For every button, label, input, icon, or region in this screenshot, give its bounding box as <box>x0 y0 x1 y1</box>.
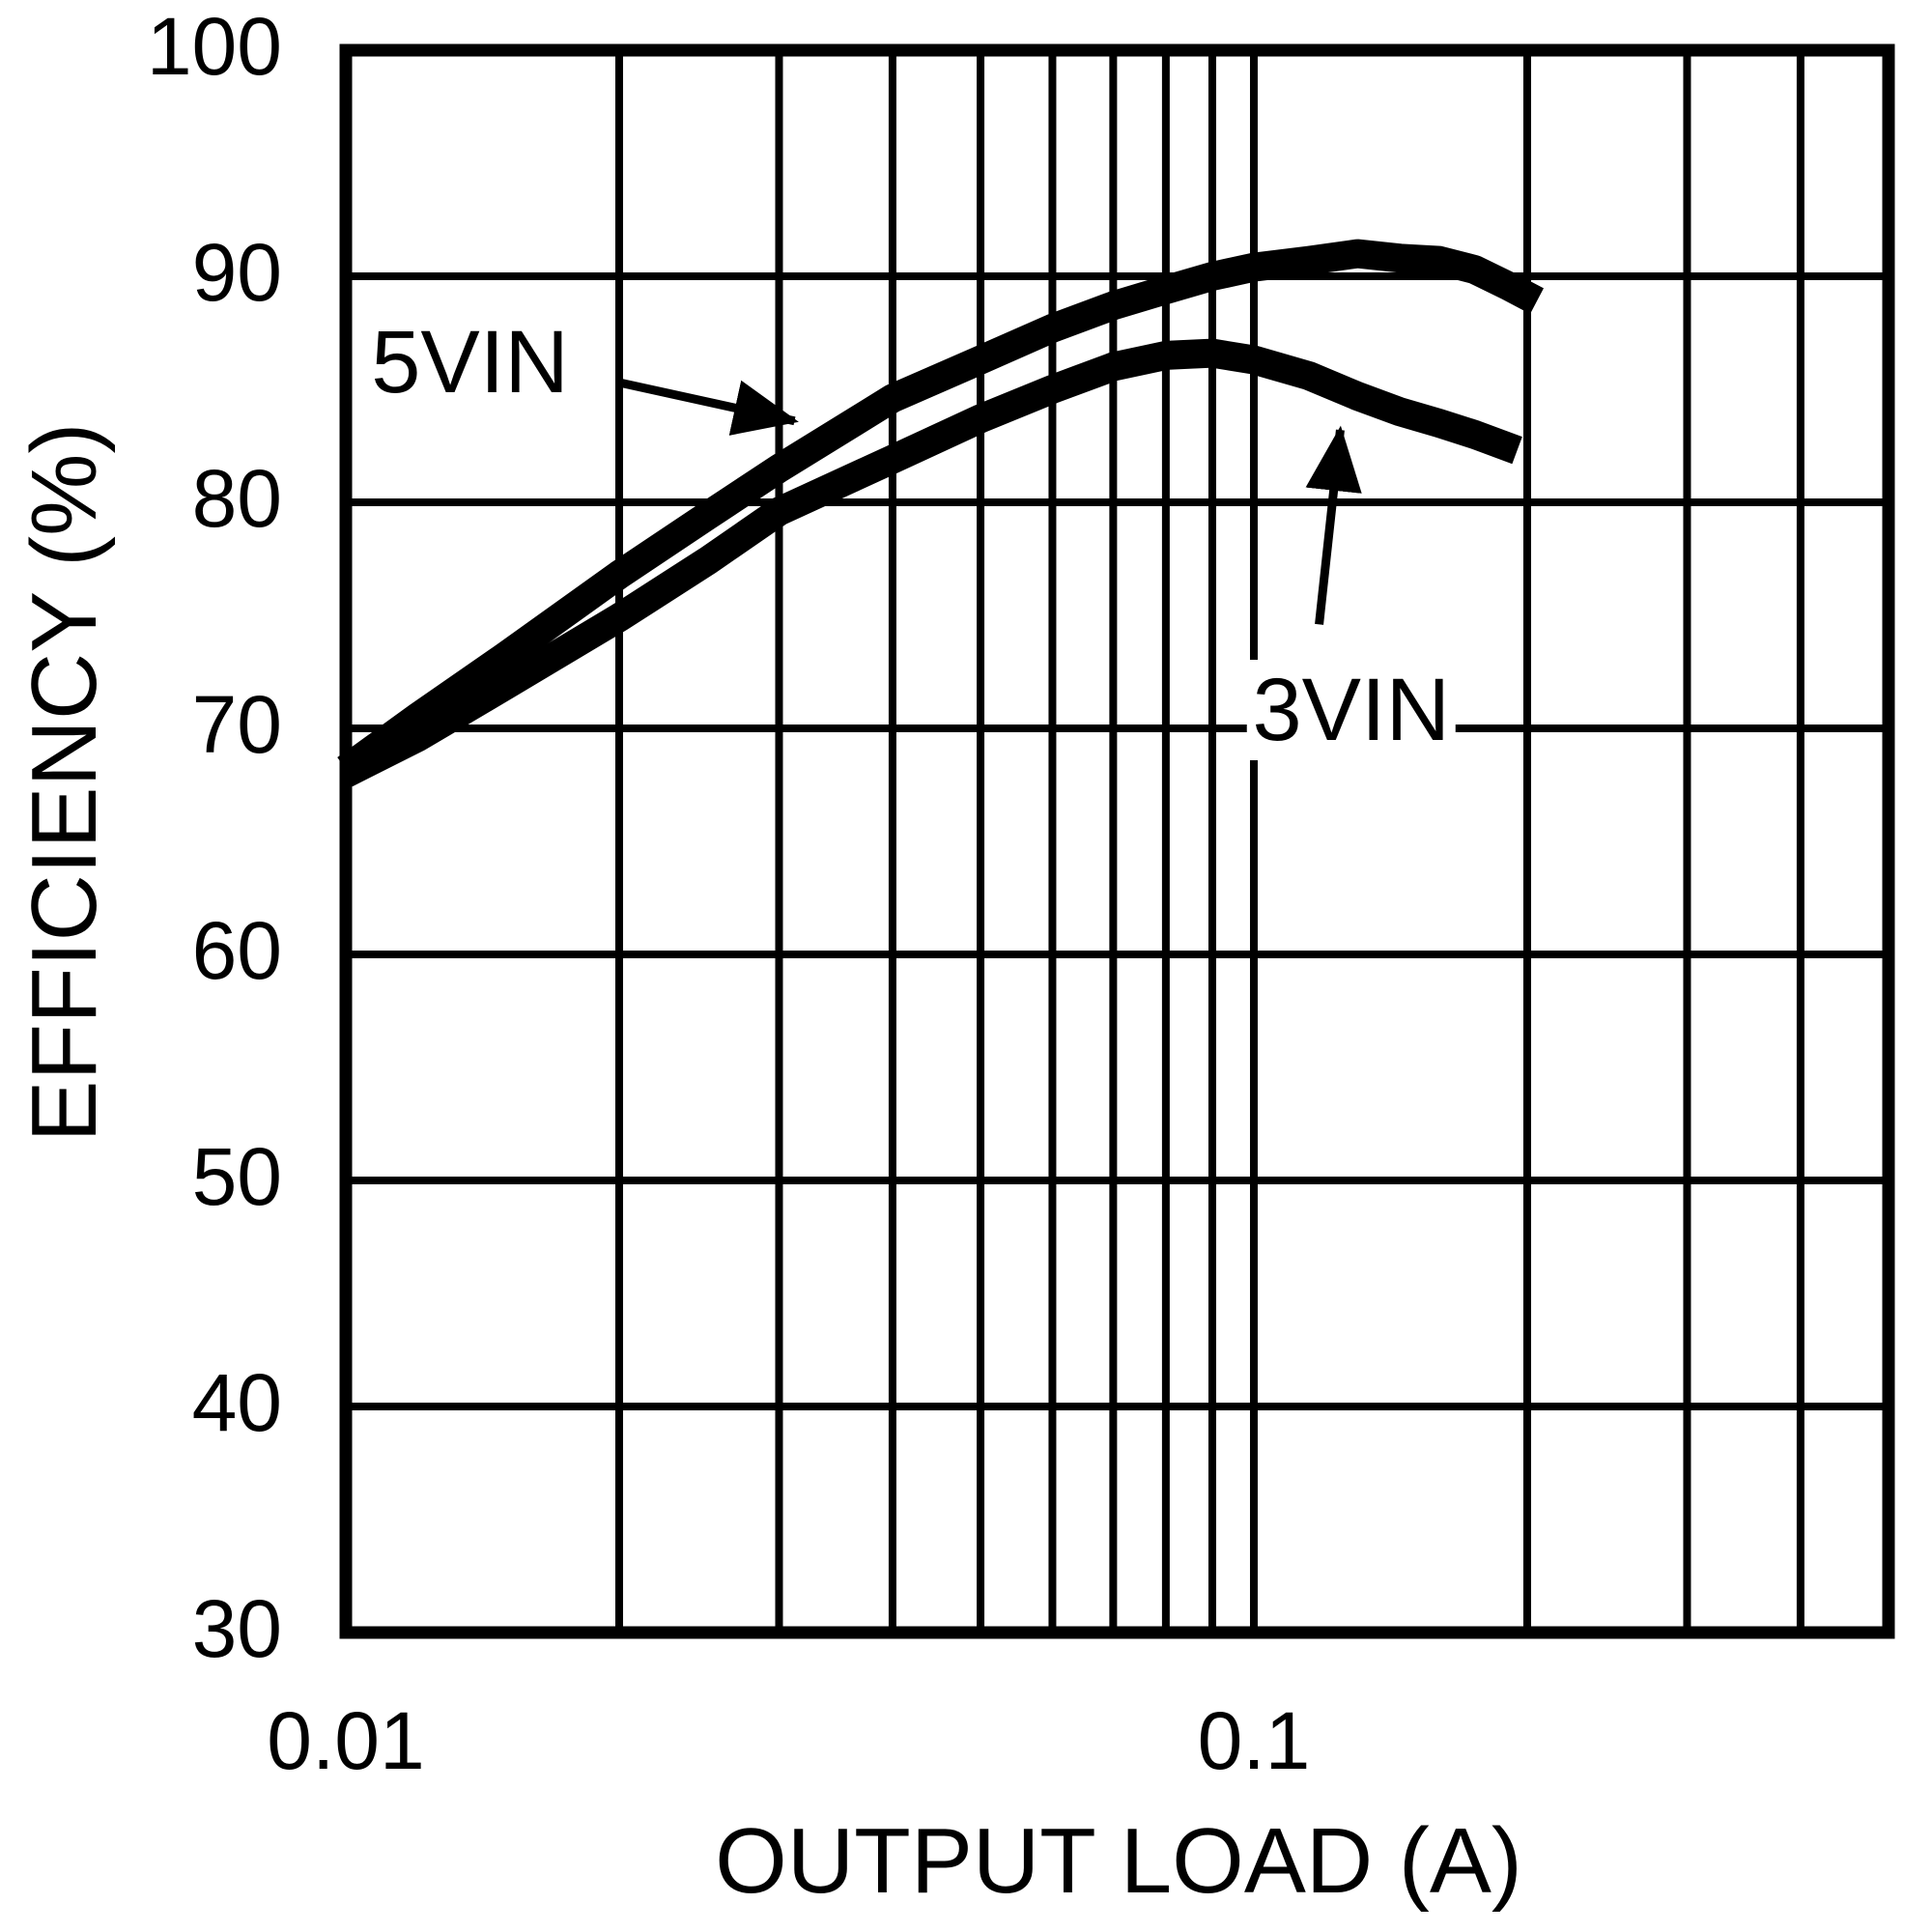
y-tick-label-80: 80 <box>191 453 282 544</box>
y-tick-label-60: 60 <box>191 905 282 996</box>
x-axis-title: OUTPUT LOAD (A) <box>715 1809 1522 1913</box>
x-tick-label-01: 0.1 <box>1197 1695 1311 1786</box>
y-tick-label-90: 90 <box>191 227 282 318</box>
curve-5vin <box>337 239 1544 781</box>
annotation-arrow-3vin <box>1305 425 1362 625</box>
y-axis-title: EFFICIENCY (%) <box>13 422 116 1143</box>
series-label-5vin: 5VIN <box>365 311 575 412</box>
y-tick-label-100: 100 <box>146 1 282 92</box>
y-tick-label-40: 40 <box>191 1357 282 1448</box>
y-tick-label-30: 30 <box>191 1583 282 1674</box>
y-tick-label-70: 70 <box>191 679 282 770</box>
curve-3vin <box>339 338 1522 787</box>
annotation-arrow-5vin <box>617 378 799 436</box>
plot-border <box>339 43 1895 1639</box>
x-tick-label-001: 0.01 <box>267 1695 425 1786</box>
y-tick-label-50: 50 <box>191 1131 282 1222</box>
series-label-3vin: 3VIN <box>1246 660 1457 761</box>
